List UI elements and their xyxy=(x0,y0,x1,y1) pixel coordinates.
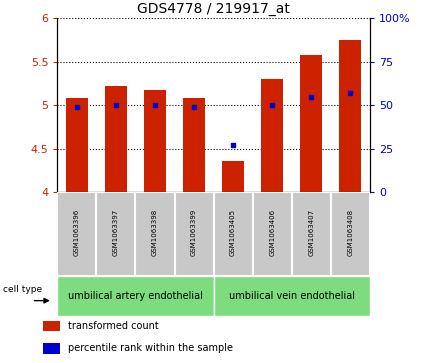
Text: cell type: cell type xyxy=(3,285,42,294)
Bar xyxy=(136,192,175,276)
Point xyxy=(230,142,236,148)
Point xyxy=(347,90,354,96)
Bar xyxy=(252,192,292,276)
Bar xyxy=(144,90,166,192)
Text: GSM1063407: GSM1063407 xyxy=(308,209,314,256)
Bar xyxy=(57,192,96,276)
Bar xyxy=(261,79,283,192)
Bar xyxy=(96,192,136,276)
Bar xyxy=(66,98,88,192)
Text: GSM1063399: GSM1063399 xyxy=(191,209,197,256)
Bar xyxy=(213,192,252,276)
Bar xyxy=(57,276,213,316)
Point xyxy=(152,102,159,108)
Bar xyxy=(42,321,60,331)
Point xyxy=(74,104,80,110)
Bar xyxy=(222,161,244,192)
Text: GSM1063398: GSM1063398 xyxy=(152,209,158,256)
Bar xyxy=(105,86,127,192)
Point xyxy=(113,102,119,108)
Bar xyxy=(183,98,205,192)
Bar xyxy=(340,40,361,192)
Point xyxy=(269,102,275,108)
Bar xyxy=(292,192,331,276)
Text: GSM1063408: GSM1063408 xyxy=(347,209,353,256)
Text: umbilical artery endothelial: umbilical artery endothelial xyxy=(68,291,203,301)
Bar xyxy=(300,55,322,192)
Point xyxy=(308,94,314,99)
Text: GSM1063396: GSM1063396 xyxy=(74,209,80,256)
Bar xyxy=(213,276,370,316)
Text: percentile rank within the sample: percentile rank within the sample xyxy=(68,343,233,353)
Text: transformed count: transformed count xyxy=(68,321,159,331)
Point xyxy=(191,104,198,110)
Text: umbilical vein endothelial: umbilical vein endothelial xyxy=(229,291,354,301)
Bar xyxy=(331,192,370,276)
Text: GSM1063397: GSM1063397 xyxy=(113,209,119,256)
Title: GDS4778 / 219917_at: GDS4778 / 219917_at xyxy=(137,2,290,16)
Bar xyxy=(42,343,60,354)
Text: GSM1063406: GSM1063406 xyxy=(269,209,275,256)
Bar xyxy=(175,192,213,276)
Text: GSM1063405: GSM1063405 xyxy=(230,209,236,256)
